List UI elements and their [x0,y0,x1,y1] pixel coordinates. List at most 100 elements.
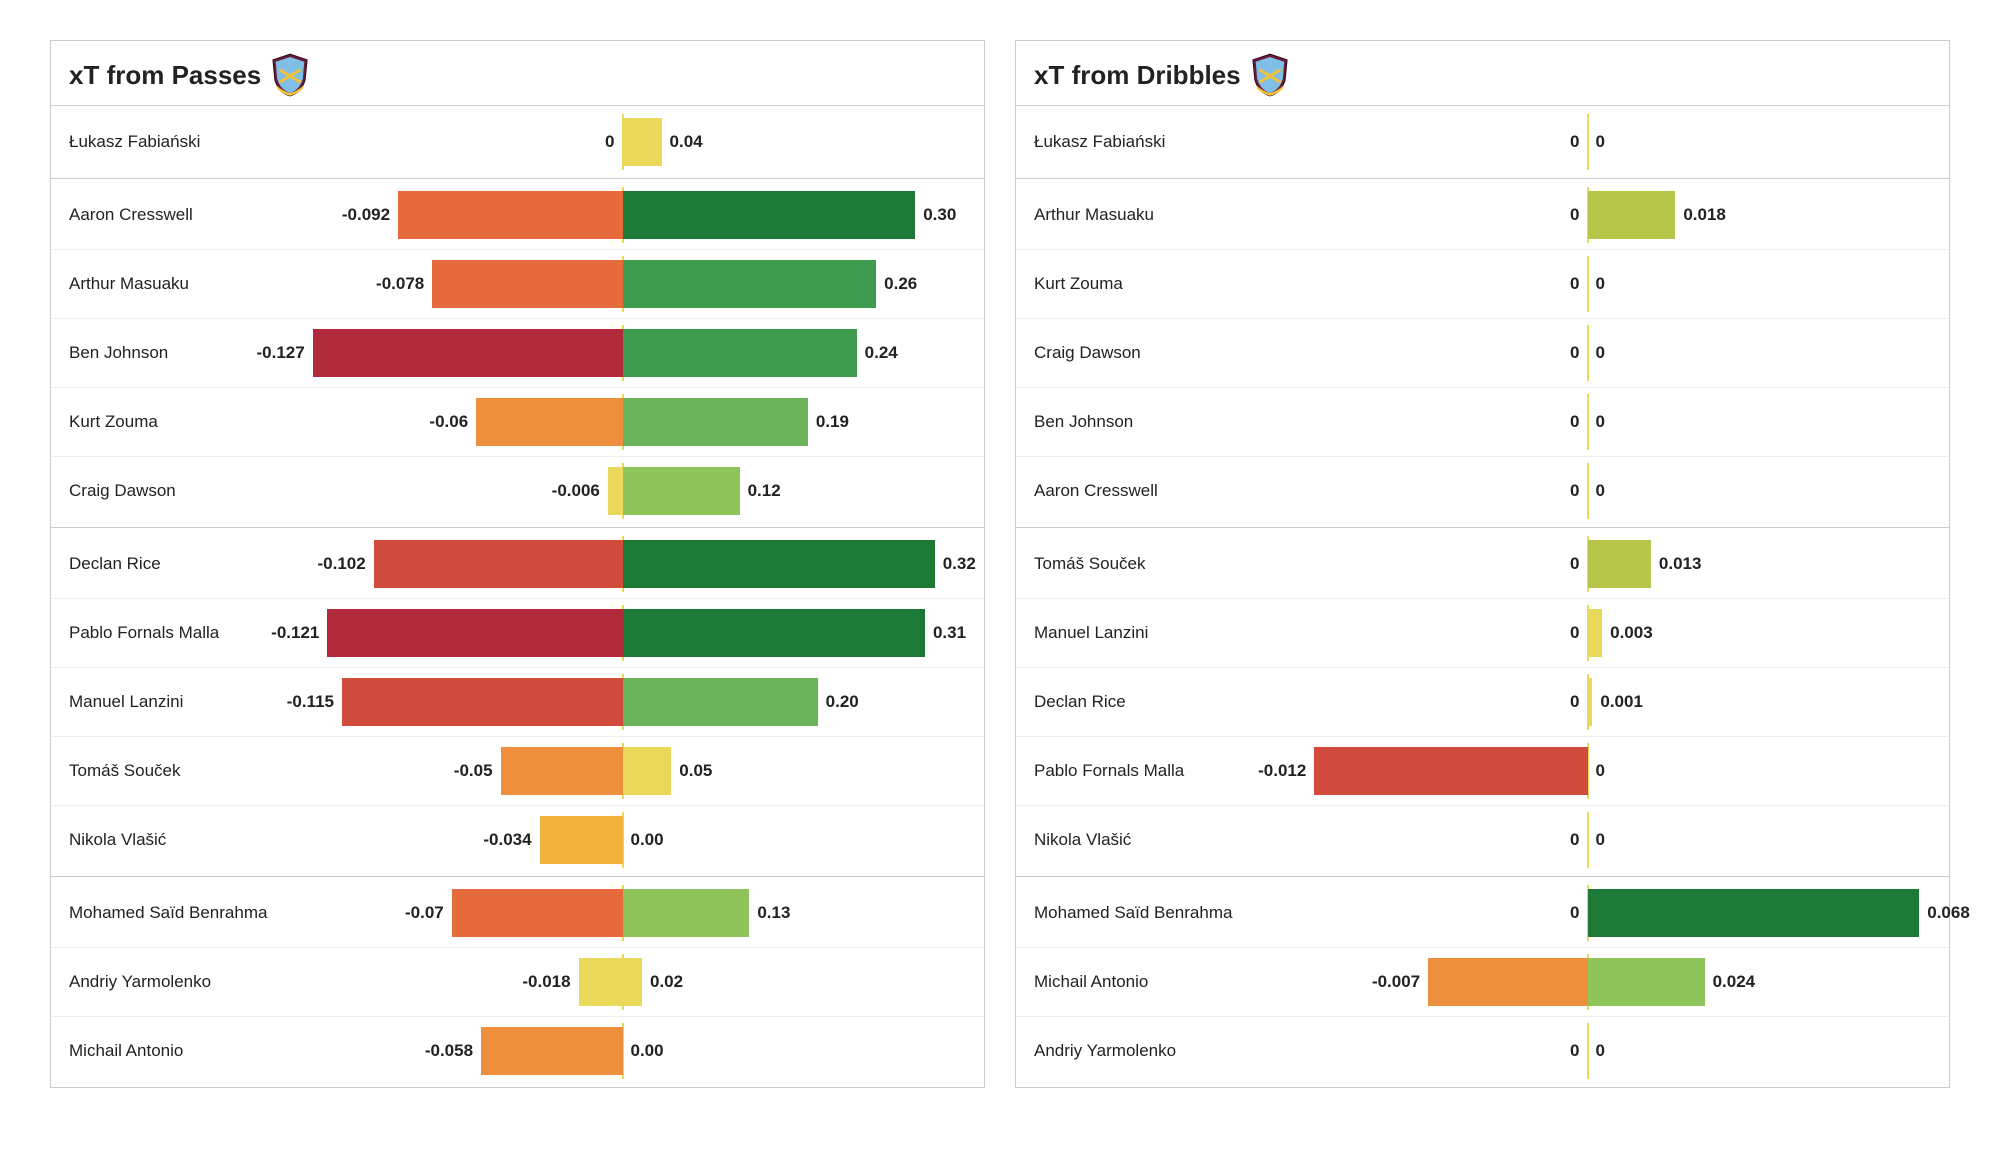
bar-negative [432,260,622,308]
player-name: Kurt Zouma [1034,274,1234,294]
bar-area: -0.1020.32 [281,530,964,598]
player-row: Andriy Yarmolenko-0.0180.02 [51,948,984,1017]
value-negative: 0 [1570,554,1579,574]
value-negative: 0 [1570,412,1579,432]
bar-negative [452,889,623,937]
player-row: Arthur Masuaku00.018 [1016,181,1949,250]
value-positive: 0.04 [670,132,703,152]
center-line [1587,256,1589,312]
bar-area: 00 [1246,457,1929,525]
player-row: Pablo Fornals Malla-0.0120 [1016,737,1949,806]
club-crest-icon [271,53,309,97]
panel-xt-passes: xT from Passes Łukasz Fabiański00.04 Aaro… [50,40,985,1088]
player-name: Pablo Fornals Malla [1034,761,1234,781]
value-positive: 0 [1596,1041,1605,1061]
panel-header: xT from Passes [51,41,984,106]
player-section: Declan Rice-0.1020.32Pablo Fornals Malla… [51,528,984,877]
value-positive: 0.018 [1683,205,1726,225]
bar-positive [623,398,808,446]
player-name: Michail Antonio [1034,972,1234,992]
center-line [1587,394,1589,450]
bar-positive [1588,958,1705,1006]
bar-area: -0.1270.24 [281,319,964,387]
value-positive: 0.31 [933,623,966,643]
bar-positive [623,958,643,1006]
bar-area: -0.1210.31 [281,599,964,667]
bar-area: 0 0.018 [1246,181,1929,249]
bar-area: 00.001 [1246,668,1929,736]
player-row: Craig Dawson00 [1016,319,1949,388]
value-negative: -0.058 [425,1041,473,1061]
value-positive: 0.068 [1927,903,1970,923]
bar-negative [608,467,623,515]
value-positive: 0 [1596,132,1605,152]
value-positive: 0.12 [748,481,781,501]
value-positive: 0.001 [1600,692,1643,712]
value-positive: 0.05 [679,761,712,781]
bar-negative [327,609,622,657]
player-section: Arthur Masuaku00.018Kurt Zouma00Craig Da… [1016,179,1949,528]
value-negative: -0.121 [271,623,319,643]
value-negative: -0.102 [318,554,366,574]
bar-positive [1588,678,1593,726]
value-positive: 0.24 [865,343,898,363]
player-row: Ben Johnson -0.1270.24 [51,319,984,388]
bar-area: -0.0070.024 [1246,948,1929,1016]
bar-area: 00 [1246,806,1929,874]
player-name: Declan Rice [1034,692,1234,712]
player-row: Ben Johnson00 [1016,388,1949,457]
bar-positive [623,747,672,795]
player-name: Ben Johnson [69,343,269,363]
player-row: Tomáš Souček -0.050.05 [51,737,984,806]
center-line [1587,1023,1589,1079]
bar-positive [623,889,750,937]
player-row: Manuel Lanzini00.003 [1016,599,1949,668]
player-row: Pablo Fornals Malla-0.1210.31 [51,599,984,668]
player-name: Craig Dawson [1034,343,1234,363]
bar-area: 00 [1246,1017,1929,1085]
value-positive: 0.19 [816,412,849,432]
player-row: Michail Antonio -0.0070.024 [1016,948,1949,1017]
value-negative: -0.078 [376,274,424,294]
value-negative: 0 [1570,343,1579,363]
value-positive: 0.013 [1659,554,1702,574]
player-row: Tomáš Souček 0 0.013 [1016,530,1949,599]
player-name: Tomáš Souček [1034,554,1234,574]
player-name: Michail Antonio [69,1041,269,1061]
player-section: Mohamed Saïd Benrahma-0.070.13Andriy Yar… [51,877,984,1087]
bar-negative [579,958,623,1006]
player-name: Łukasz Fabiański [1034,132,1234,152]
value-positive: 0.00 [631,1041,664,1061]
center-line [1587,463,1589,519]
player-row: Mohamed Saïd Benrahma00.068 [1016,879,1949,948]
value-negative: 0 [1570,205,1579,225]
player-row: Mohamed Saïd Benrahma-0.070.13 [51,879,984,948]
player-row: Łukasz Fabiański 00 [1016,108,1949,176]
bar-area: -0.050.05 [281,737,964,805]
value-negative: 0 [1570,132,1579,152]
bar-area: 00 [1246,108,1929,176]
player-row: Declan Rice 00.001 [1016,668,1949,737]
player-name: Tomáš Souček [69,761,269,781]
bar-positive [1588,889,1920,937]
value-positive: 0.26 [884,274,917,294]
bar-positive [623,540,935,588]
bar-area: 00.068 [1246,879,1929,947]
player-name: Aaron Cresswell [69,205,269,225]
player-row: Kurt Zouma00 [1016,250,1949,319]
player-section: Mohamed Saïd Benrahma00.068Michail Anton… [1016,877,1949,1087]
center-line [1587,325,1589,381]
player-section: Łukasz Fabiański00.04 [51,106,984,179]
bar-area: -0.1150.20 [281,668,964,736]
bar-negative [342,678,623,726]
value-negative: 0 [1570,830,1579,850]
player-row: Łukasz Fabiański00.04 [51,108,984,176]
center-line [1587,114,1589,170]
player-row: Michail Antonio -0.058 0.00 [51,1017,984,1085]
player-name: Aaron Cresswell [1034,481,1234,501]
player-row: Andriy Yarmolenko 00 [1016,1017,1949,1085]
player-name: Andriy Yarmolenko [1034,1041,1234,1061]
panel-header: xT from Dribbles [1016,41,1949,106]
bar-negative [1428,958,1587,1006]
bar-area: -0.0920.30 [281,181,964,249]
